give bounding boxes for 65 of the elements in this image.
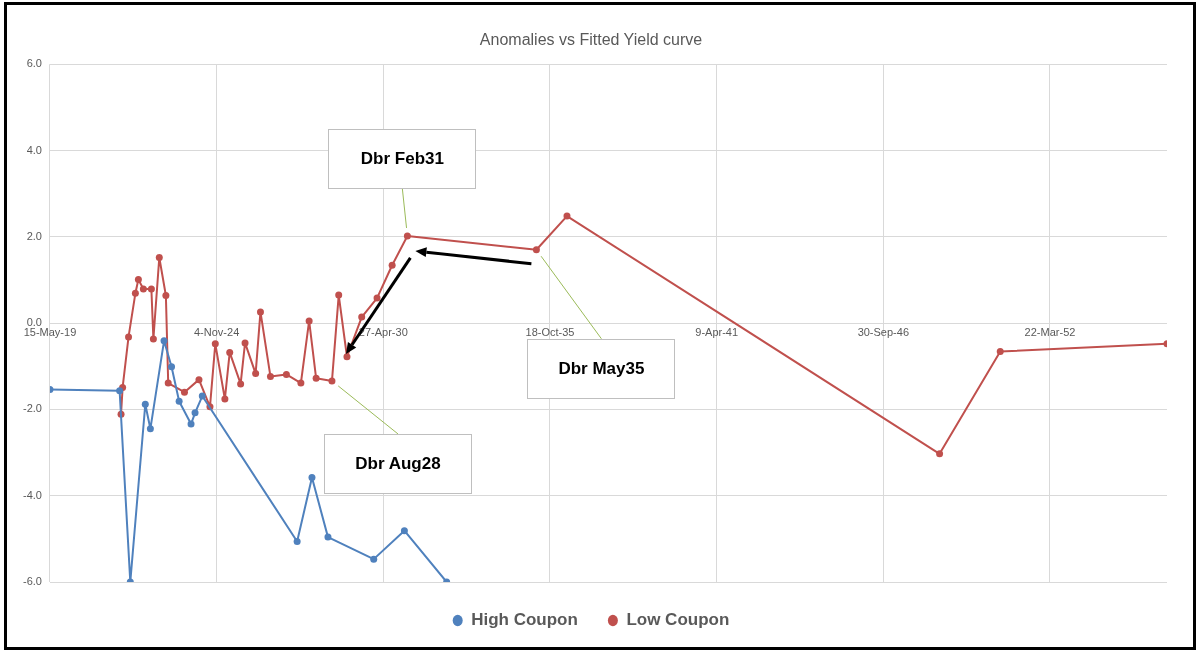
point bbox=[149, 335, 157, 343]
point bbox=[256, 308, 264, 316]
point bbox=[282, 370, 290, 378]
point bbox=[936, 450, 944, 458]
point bbox=[373, 294, 381, 302]
point bbox=[241, 339, 249, 347]
point bbox=[400, 527, 408, 535]
point bbox=[388, 261, 396, 269]
point bbox=[168, 363, 176, 371]
point bbox=[164, 379, 172, 387]
point bbox=[312, 374, 320, 382]
y-tick-label: 6.0 bbox=[26, 57, 42, 70]
point bbox=[226, 348, 234, 356]
y-tick-label: -6.0 bbox=[22, 575, 42, 588]
point bbox=[198, 392, 206, 400]
point bbox=[532, 246, 540, 254]
point bbox=[175, 397, 183, 405]
point bbox=[403, 232, 411, 240]
point bbox=[211, 340, 219, 348]
point bbox=[146, 425, 154, 433]
point bbox=[134, 276, 142, 284]
point bbox=[191, 409, 199, 417]
point bbox=[297, 379, 305, 387]
point bbox=[160, 337, 168, 345]
point bbox=[180, 388, 188, 396]
point bbox=[141, 400, 149, 408]
legend-label: Low Coupon bbox=[626, 610, 730, 630]
point bbox=[305, 317, 313, 325]
point bbox=[187, 420, 195, 428]
point bbox=[358, 313, 366, 321]
point bbox=[125, 333, 133, 341]
point bbox=[308, 474, 316, 482]
point bbox=[266, 373, 274, 381]
point bbox=[147, 285, 155, 293]
y-tick-label: 2.0 bbox=[26, 229, 42, 242]
chart-title: Anomalies vs Fitted Yield curve bbox=[479, 31, 703, 49]
point bbox=[335, 291, 343, 299]
point bbox=[221, 395, 229, 403]
point bbox=[343, 353, 351, 361]
point bbox=[328, 377, 336, 385]
legend-label: High Coupon bbox=[471, 610, 578, 630]
point bbox=[195, 376, 203, 384]
point bbox=[237, 380, 245, 388]
point bbox=[139, 285, 147, 293]
point bbox=[996, 348, 1004, 356]
point bbox=[563, 212, 571, 220]
y-tick-label: -4.0 bbox=[22, 488, 42, 501]
x-tick-label: 4-Nov-24 bbox=[194, 325, 240, 338]
point bbox=[293, 537, 301, 545]
callout-box: Dbr May35 bbox=[527, 338, 676, 399]
point bbox=[116, 387, 124, 395]
point bbox=[131, 289, 139, 297]
x-tick-label: 30-Sep-46 bbox=[857, 325, 910, 338]
x-tick-label: 22-Mar-52 bbox=[1024, 325, 1076, 338]
x-tick-label: 9-Apr-41 bbox=[695, 325, 739, 338]
callout-box: Dbr Aug28 bbox=[323, 433, 472, 494]
point bbox=[252, 370, 260, 378]
point bbox=[324, 533, 332, 541]
y-tick-label: 4.0 bbox=[26, 143, 42, 156]
y-tick-label: -2.0 bbox=[22, 402, 42, 415]
x-tick-label: 18-Oct-35 bbox=[525, 325, 575, 338]
point bbox=[370, 555, 378, 563]
point bbox=[155, 254, 163, 262]
callout-box: Dbr Feb31 bbox=[328, 128, 477, 189]
point bbox=[162, 291, 170, 299]
